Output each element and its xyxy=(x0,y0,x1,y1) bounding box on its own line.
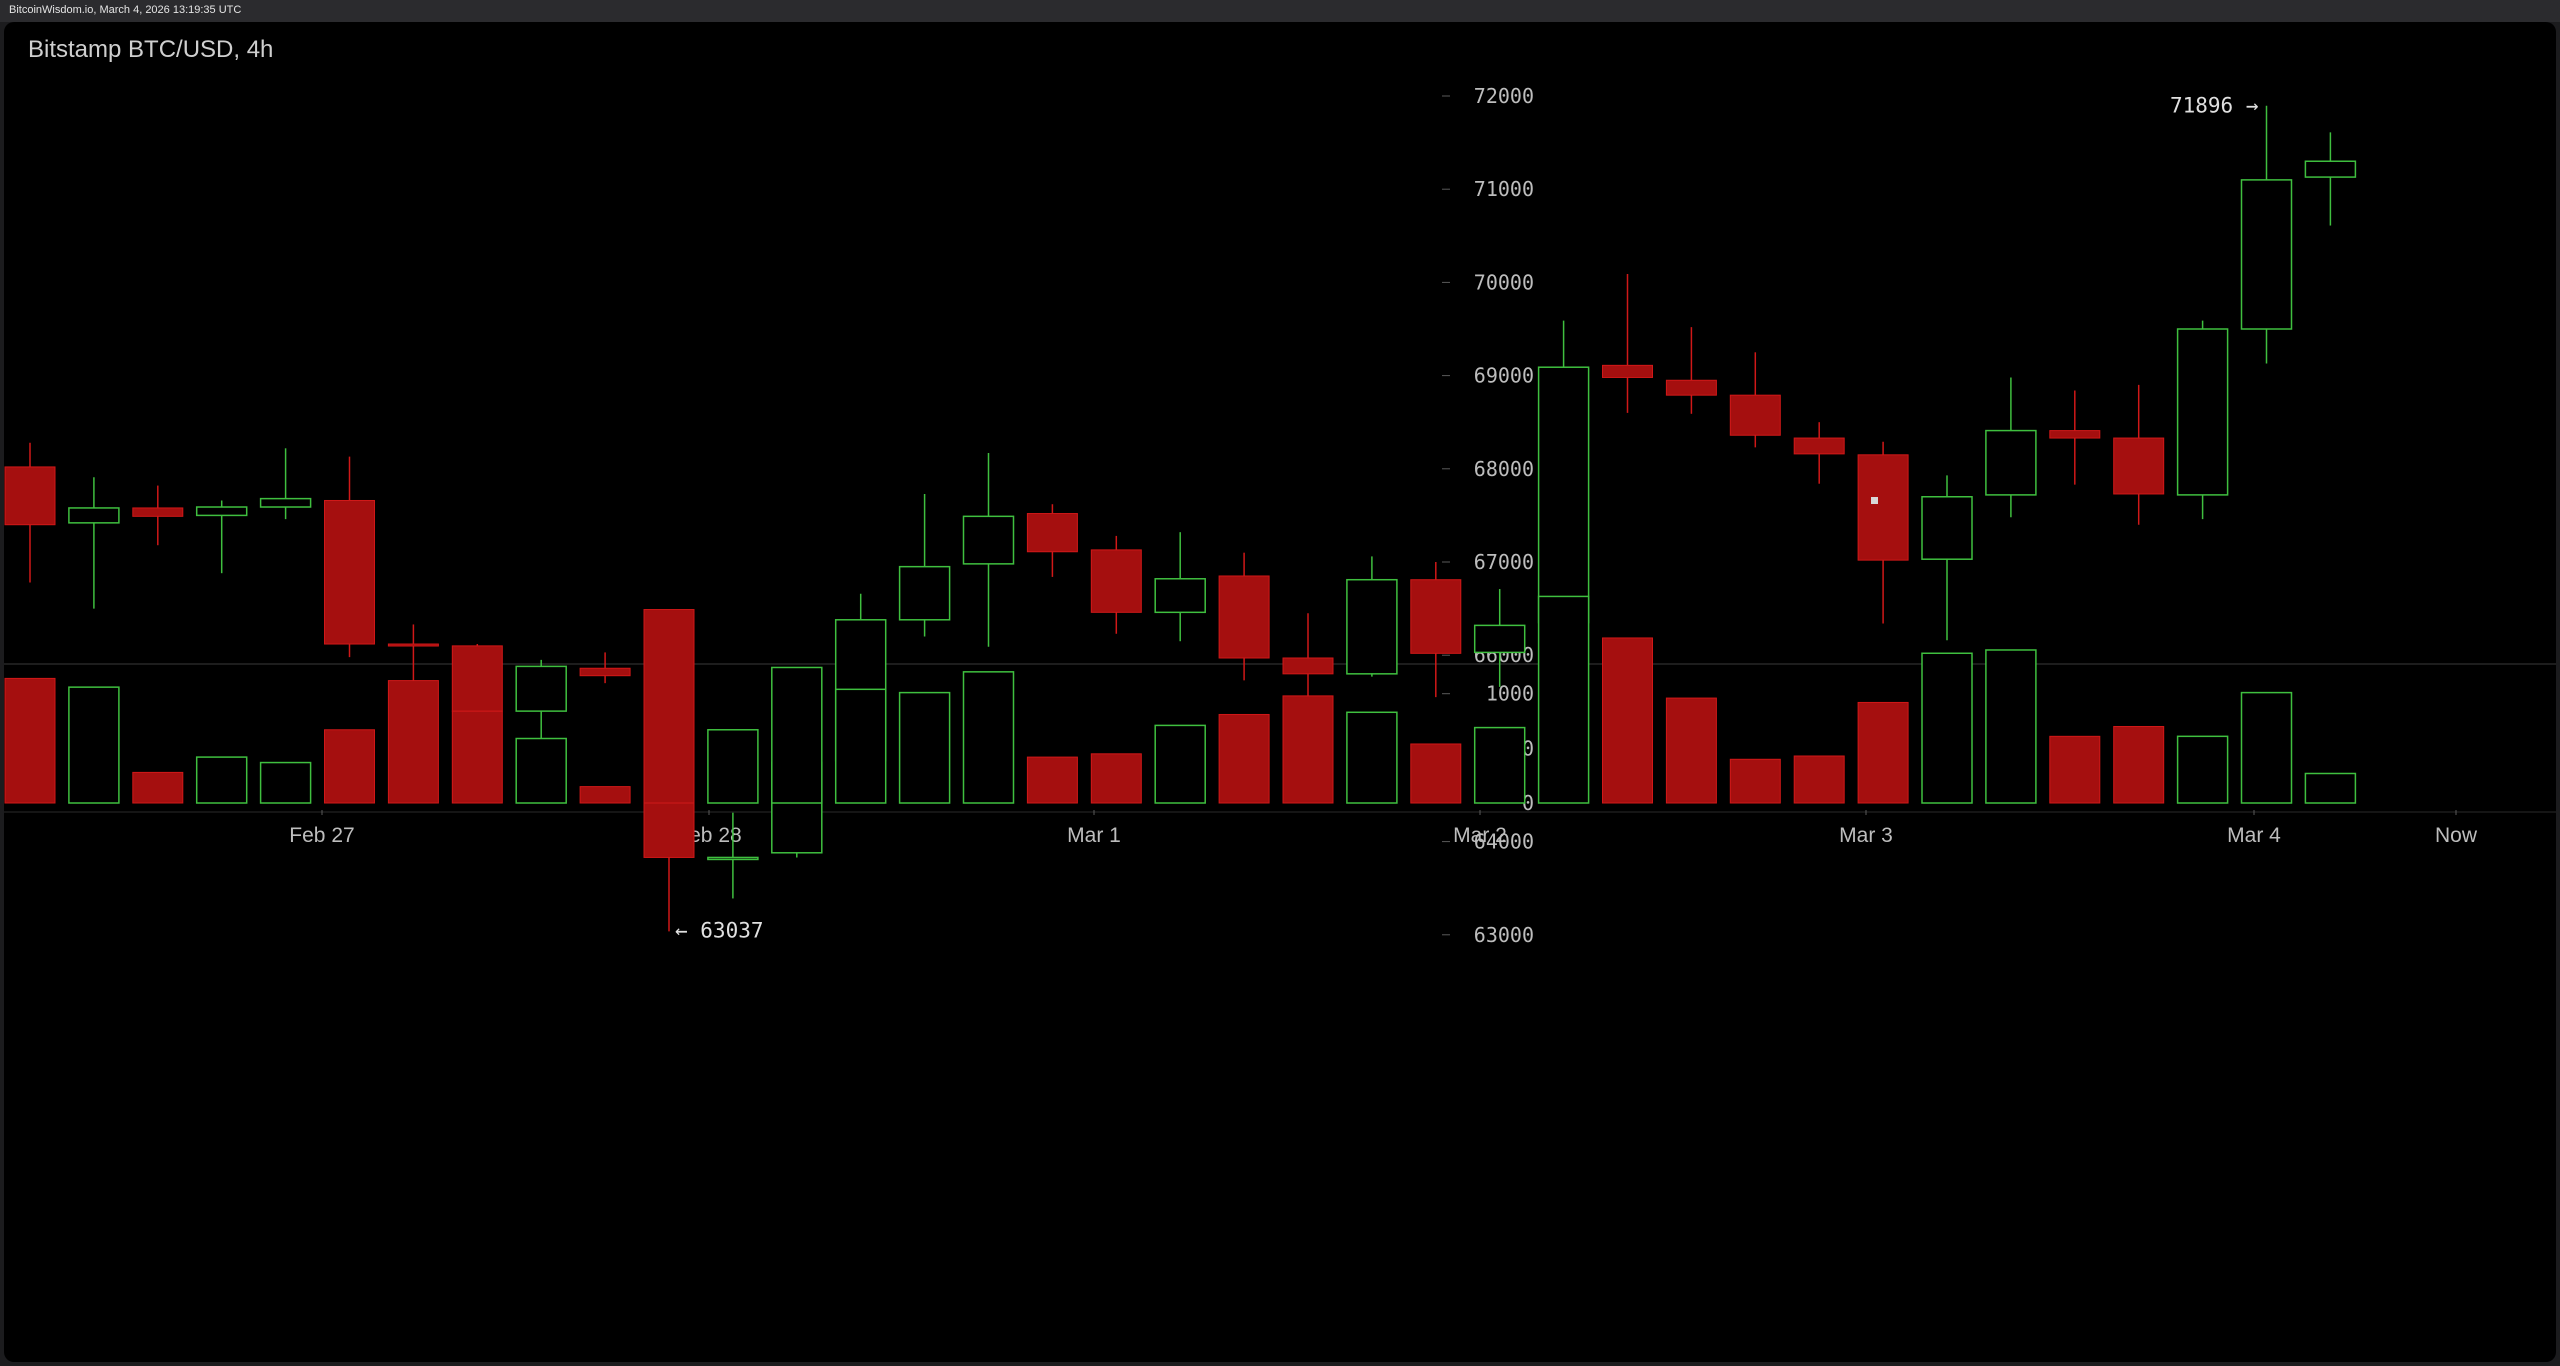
time-tick-label: Mar 3 xyxy=(1839,824,1893,847)
candle-body-up xyxy=(707,856,759,861)
volume-bar-up xyxy=(1985,649,2037,804)
chart-panel: 6300064000650006600067000680006900070000… xyxy=(4,22,2556,1362)
candle-body-down xyxy=(2113,437,2165,495)
volume-bar-up xyxy=(834,688,887,804)
volume-bar-down xyxy=(1602,637,1653,804)
candle-body-down xyxy=(1665,379,1717,396)
volume-bar-down xyxy=(4,677,56,804)
volume-bar-up xyxy=(1921,652,1973,804)
candle-body-down xyxy=(579,667,631,677)
candle-body-up xyxy=(1921,496,1973,560)
price-annotation: ← 63037 xyxy=(675,918,764,942)
candle-body-down xyxy=(132,507,184,517)
cursor-marker xyxy=(1871,497,1878,504)
candle-body-down xyxy=(451,645,503,712)
candle-body-up xyxy=(68,507,120,524)
candle-body-down xyxy=(1602,364,1653,378)
candle-body-down xyxy=(1282,657,1334,675)
volume-bar-up xyxy=(259,761,312,804)
volume-bar-down xyxy=(643,609,695,804)
volume-bar-down xyxy=(1026,756,1078,804)
candle-body-up xyxy=(2240,179,2293,330)
volume-bar-up xyxy=(2240,691,2293,804)
volume-bar-up xyxy=(2176,735,2229,804)
chart-title: Bitstamp BTC/USD, 4h xyxy=(28,36,274,63)
candle-body-down xyxy=(1410,579,1462,654)
candle-body-down xyxy=(387,643,439,647)
volume-bar-up xyxy=(898,691,951,804)
candle-body-down xyxy=(1729,394,1781,436)
time-tick-label: Mar 4 xyxy=(2227,824,2281,847)
candle-body-down xyxy=(2049,430,2101,439)
volume-bar-down xyxy=(1857,701,1909,804)
candle-body-up xyxy=(515,665,567,712)
volume-bar-down xyxy=(2049,735,2101,804)
price-tick-label: 70000 xyxy=(1474,270,1534,294)
volume-bar-down xyxy=(1729,758,1781,804)
candle-body-up xyxy=(1985,429,2037,496)
price-tick-label: 71000 xyxy=(1474,177,1534,201)
volume-bar-down xyxy=(2113,725,2165,804)
volume-bar-down xyxy=(1793,755,1845,804)
time-tick-label: Now xyxy=(2435,824,2478,847)
time-tick-label: Mar 2 xyxy=(1453,824,1507,847)
volume-bar-down xyxy=(1282,695,1334,804)
volume-bar-down xyxy=(324,729,375,804)
volume-bar-up xyxy=(1537,595,1590,804)
volume-bar-up xyxy=(707,729,759,804)
candle-body-down xyxy=(1793,437,1845,455)
volume-bar-down xyxy=(1090,753,1142,804)
candle-body-up xyxy=(2304,160,2357,178)
volume-bar-up xyxy=(195,756,248,804)
volume-bar-up xyxy=(1346,711,1398,804)
volume-bar-down xyxy=(579,786,631,804)
candle-body-up xyxy=(898,565,951,621)
top-bar: BitcoinWisdom.io, March 4, 2026 13:19:35… xyxy=(0,0,2560,22)
candle-body-down xyxy=(324,499,375,645)
volume-bar-up xyxy=(962,671,1015,804)
source-timestamp: BitcoinWisdom.io, March 4, 2026 13:19:35… xyxy=(9,4,242,16)
candle-body-up xyxy=(2176,328,2229,496)
volume-bar-down xyxy=(1218,713,1270,804)
price-tick-label: 68000 xyxy=(1474,457,1534,481)
price-tick-label: 64000 xyxy=(1474,830,1534,854)
price-tick-label: 69000 xyxy=(1474,364,1534,388)
volume-bar-down xyxy=(1665,697,1717,804)
volume-tick-label: 1000 xyxy=(1486,682,1534,706)
candle-body-up xyxy=(195,506,248,517)
candle-body-down xyxy=(4,466,56,526)
candle-body-down xyxy=(1090,549,1142,613)
volume-bar-down xyxy=(1410,743,1462,804)
candle-body-down xyxy=(1026,513,1078,553)
volume-bar-up xyxy=(515,737,567,804)
candle-body-up xyxy=(1473,624,1526,654)
candle-body-down xyxy=(1218,575,1270,659)
volume-bar-down xyxy=(387,680,439,804)
price-tick-label: 67000 xyxy=(1474,550,1534,574)
price-tick-label: 72000 xyxy=(1474,84,1534,108)
candlestick-chart[interactable]: 6300064000650006600067000680006900070000… xyxy=(4,22,2556,1362)
price-annotation: 71896 → xyxy=(2170,94,2259,118)
volume-bar-up xyxy=(68,686,120,804)
candle-body-up xyxy=(962,515,1015,565)
volume-bar-down xyxy=(451,710,503,804)
volume-bar-up xyxy=(1473,726,1526,804)
volume-bar-up xyxy=(771,666,823,804)
candle-body-down xyxy=(1857,454,1909,561)
price-tick-label: 63000 xyxy=(1474,923,1534,947)
time-tick-label: Mar 1 xyxy=(1067,824,1121,847)
candle-body-up xyxy=(1154,578,1206,614)
time-tick-label: Feb 27 xyxy=(289,824,354,847)
volume-bar-up xyxy=(2304,772,2357,804)
candle-body-up xyxy=(1537,366,1590,624)
candle-body-up xyxy=(1346,578,1398,675)
candle-body-up xyxy=(259,497,312,508)
volume-bar-down xyxy=(132,771,184,804)
volume-bar-up xyxy=(1154,724,1206,804)
